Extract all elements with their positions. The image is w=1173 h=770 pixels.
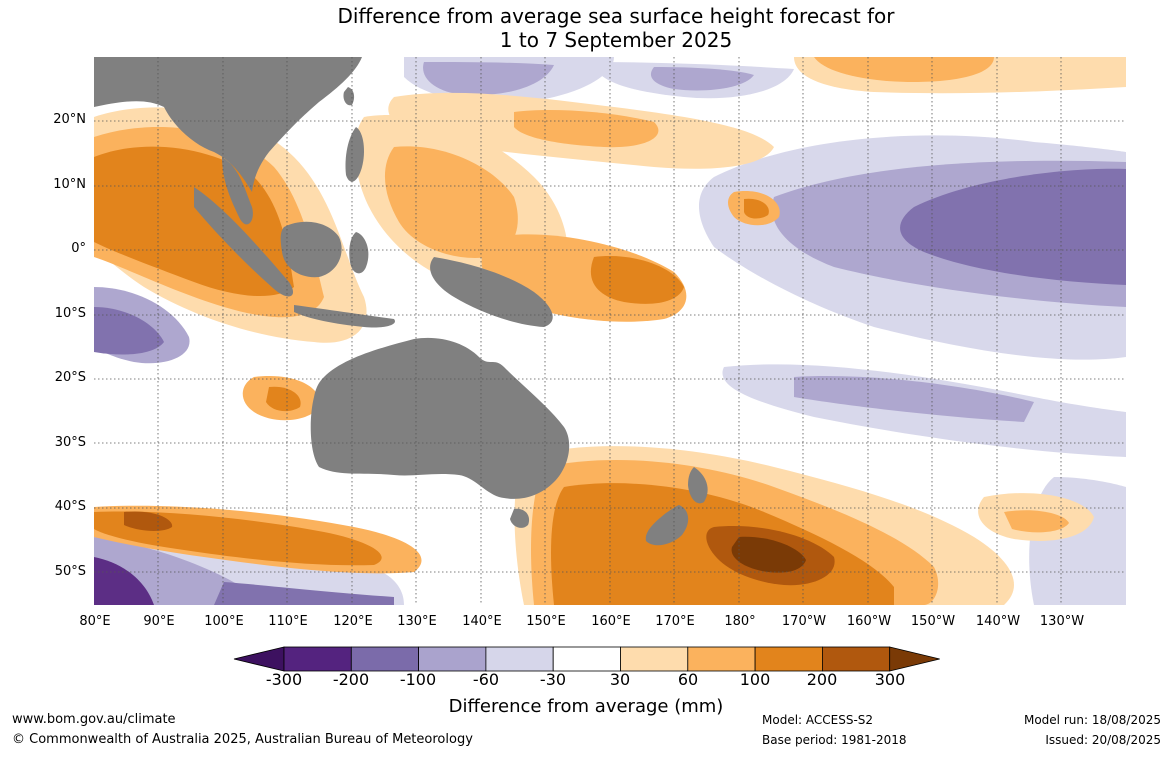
map-gridlines: [94, 57, 1126, 605]
colorbar: [233, 646, 940, 672]
sumatra: [194, 187, 294, 297]
java: [294, 305, 395, 328]
base-period-text: Base period: 1981-2018: [762, 733, 907, 747]
lat-label-10s: 10°S: [54, 306, 86, 321]
tasmania: [510, 508, 530, 528]
map-title: Difference from average sea surface heig…: [0, 4, 1173, 52]
colorbar-tick: 60: [677, 670, 699, 689]
lat-label-50s: 50°S: [54, 564, 86, 579]
map-title-line2: 1 to 7 September 2025: [499, 28, 733, 52]
indochina-peninsula: [222, 157, 253, 225]
lat-label-10n: 10°N: [53, 177, 86, 192]
colorbar-tick: 100: [739, 670, 771, 689]
japan-taiwan-islands: [343, 87, 355, 106]
colorbar-tick: -30: [539, 670, 567, 689]
lon-label-170e: 170°E: [655, 614, 695, 629]
borneo: [280, 221, 342, 278]
lon-label-150e: 150°E: [526, 614, 566, 629]
lon-label-160w: 160°W: [846, 614, 892, 629]
lon-label-100e: 100°E: [204, 614, 244, 629]
colorbar-label: Difference from average (mm): [448, 696, 724, 717]
sulawesi: [349, 232, 369, 274]
lon-label-110e: 110°E: [268, 614, 308, 629]
lat-label-30s: 30°S: [54, 435, 86, 450]
lon-label-150w: 150°W: [910, 614, 956, 629]
issued-text: Issued: 20/08/2025: [1045, 733, 1161, 747]
map-title-line1: Difference from average sea surface heig…: [337, 4, 895, 28]
philippines: [345, 127, 364, 182]
colorbar-tick: 200: [806, 670, 838, 689]
lon-label-130w: 130°W: [1039, 614, 1085, 629]
colorbar-swatch: [485, 646, 554, 672]
lon-label-180: 180°: [724, 614, 756, 629]
model-text: Model: ACCESS-S2: [762, 713, 874, 727]
lat-label-20n: 20°N: [53, 112, 86, 127]
colorbar-tick: -60: [472, 670, 500, 689]
colorbar-swatch: [418, 646, 487, 672]
colorbar-tick: -200: [332, 670, 370, 689]
new-guinea: [430, 257, 553, 327]
lon-label-170w: 170°W: [781, 614, 827, 629]
asia-landmass: [94, 57, 362, 192]
new-zealand-south: [645, 505, 689, 546]
lat-label-40s: 40°S: [54, 499, 86, 514]
colorbar-swatch: [350, 646, 420, 672]
new-zealand-north: [688, 467, 708, 504]
colorbar-tick: -100: [399, 670, 437, 689]
lon-label-140w: 140°W: [975, 614, 1021, 629]
lat-label-0: 0°: [71, 241, 86, 256]
colorbar-tick: 30: [609, 670, 631, 689]
colorbar-swatch: [552, 646, 621, 672]
lat-label-20s: 20°S: [54, 370, 86, 385]
colorbar-swatch: [620, 646, 689, 672]
model-run-text: Model run: 18/08/2025: [1023, 713, 1161, 727]
lon-label-130e: 130°E: [397, 614, 437, 629]
colorbar-swatch-max: [889, 646, 940, 672]
australia: [310, 337, 570, 499]
lon-label-140e: 140°E: [462, 614, 502, 629]
colorbar-tick: -300: [265, 670, 303, 689]
colorbar-swatch: [754, 646, 823, 672]
lon-label-80e: 80°E: [79, 614, 111, 629]
colorbar-swatch-min: [233, 646, 285, 672]
lon-label-160e: 160°E: [591, 614, 631, 629]
website-text: www.bom.gov.au/climate: [12, 712, 176, 727]
sea-surface-height-map: [94, 57, 1126, 605]
lon-label-90e: 90°E: [143, 614, 175, 629]
lon-label-120e: 120°E: [333, 614, 373, 629]
colorbar-swatch: [687, 646, 756, 672]
colorbar-tick: 300: [874, 670, 906, 689]
map-canvas: [94, 57, 1126, 605]
colorbar-swatch: [822, 646, 891, 672]
copyright-text: © Commonwealth of Australia 2025, Austra…: [12, 732, 473, 747]
colorbar-swatch: [283, 646, 352, 672]
land-masses: [94, 57, 708, 546]
